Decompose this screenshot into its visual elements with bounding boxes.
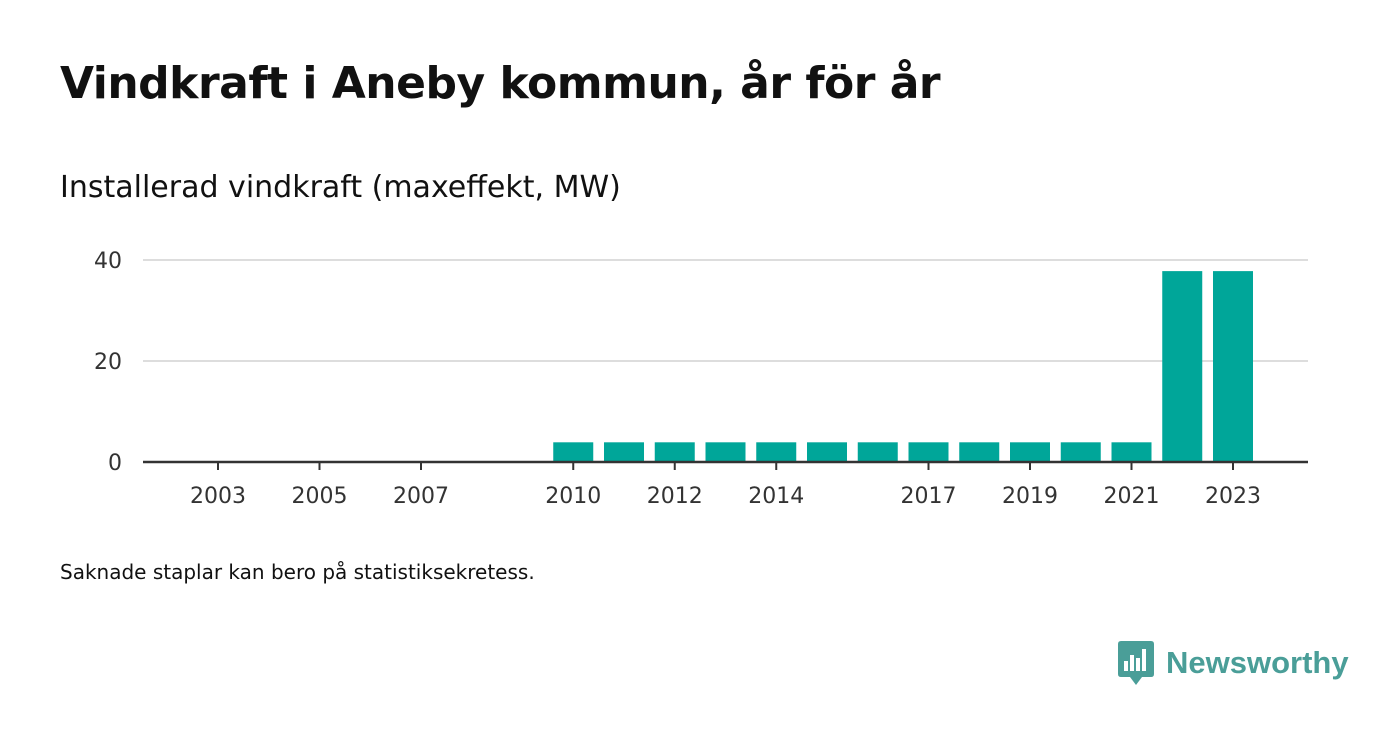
chart-subtitle: Installerad vindkraft (maxeffekt, MW) <box>60 170 621 205</box>
y-tick-label: 0 <box>108 451 122 476</box>
x-tick-label: 2003 <box>190 484 246 509</box>
newsworthy-brand: Newsworthy <box>1118 640 1349 686</box>
x-tick-label: 2007 <box>393 484 449 509</box>
x-tick-label: 2014 <box>748 484 804 509</box>
x-tick-label: 2012 <box>647 484 703 509</box>
footnote: Saknade staplar kan bero på statistiksek… <box>60 560 535 584</box>
brand-name: Newsworthy <box>1166 645 1349 680</box>
x-tick-label: 2005 <box>292 484 348 509</box>
bar-2014 <box>756 442 797 462</box>
x-tick-label: 2021 <box>1104 484 1160 509</box>
x-axis <box>143 460 1308 470</box>
bar-2017 <box>908 442 949 462</box>
x-tick-label: 2010 <box>545 484 601 509</box>
bar-2010 <box>553 442 594 462</box>
newsworthy-logo-icon <box>1118 641 1154 685</box>
bars <box>553 271 1253 462</box>
bar-2012 <box>654 442 695 462</box>
bar-2018 <box>959 442 1000 462</box>
bar-2011 <box>604 442 644 462</box>
bar-2013 <box>705 442 746 462</box>
bar-2016 <box>857 442 898 462</box>
bar-2021 <box>1111 442 1152 462</box>
y-tick-label: 40 <box>94 249 122 274</box>
bar-2020 <box>1060 442 1101 462</box>
bar-2023 <box>1213 271 1253 462</box>
tick-labels: 0 20 40 2003 2005 2007 2010 2012 2014 2017 2019 202… <box>94 249 1261 509</box>
x-tick-label: 2023 <box>1205 484 1261 509</box>
x-tick-label: 2019 <box>1002 484 1058 509</box>
y-tick-label: 20 <box>94 350 122 375</box>
x-tick-label: 2017 <box>901 484 957 509</box>
chart-title: Vindkraft i Aneby kommun, år för år <box>60 58 941 109</box>
bar-2015 <box>807 442 847 462</box>
grid-lines <box>143 259 1308 362</box>
bar-2022 <box>1162 271 1203 462</box>
bar-2019 <box>1010 442 1050 462</box>
